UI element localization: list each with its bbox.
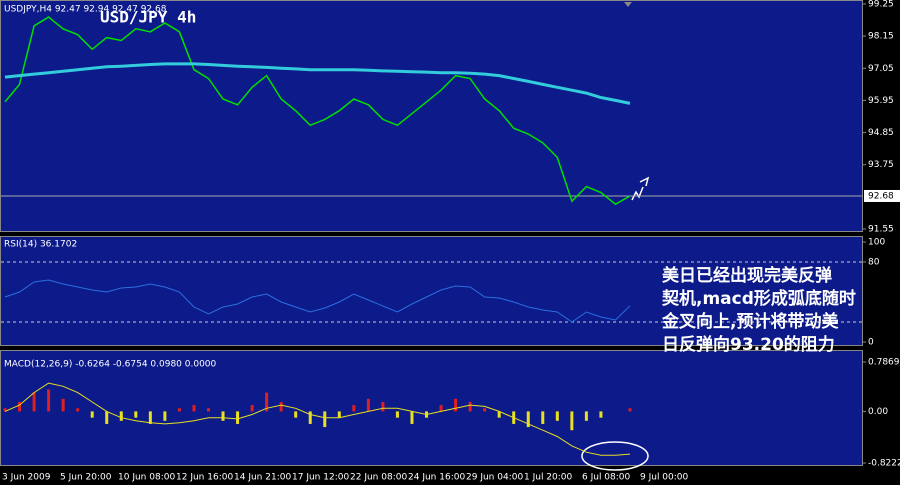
y-tick-label: 80 [868,258,880,268]
histogram-bar [206,408,210,412]
x-tick-label: 14 Jun 21:00 [234,473,291,483]
x-tick-label: 12 Jun 16:00 [176,473,233,483]
price-tag [864,189,900,202]
histogram-bar [294,411,298,418]
series-line [4,382,631,456]
y-tick-label: 95.95 [868,96,894,106]
y-tick-label: 0.00 [868,407,888,417]
histogram-bar [526,411,530,428]
histogram-bar [628,408,632,412]
y-tick-label: 100 [868,238,885,248]
current-price-label: 92.68 [868,191,894,201]
x-tick-label: 9 Jul 00:00 [640,473,689,483]
annotation: 契机,macd形成弧底随时 [661,288,856,309]
histogram-bar [18,401,22,412]
x-tick-label: 3 Jun 2009 [2,473,51,483]
x-tick-label: 10 Jun 08:00 [118,473,175,483]
histogram-bar [570,411,574,431]
histogram-bar [32,392,36,412]
pane-header: RSI(14) 36.1702 [4,240,77,250]
x-tick-label: 1 Jul 20:00 [524,473,573,483]
y-tick-label: 0.7869 [868,358,900,368]
x-tick-label: 5 Jun 20:00 [60,473,112,483]
histogram-bar [221,411,225,421]
histogram-bar [250,405,254,412]
x-tick-label: 29 Jun 04:00 [466,473,523,483]
histogram-bar [236,411,240,424]
y-tick-label: 98.15 [868,32,894,42]
histogram-bar [76,408,80,412]
annotation: 美日已经出现完美反弹 [662,265,832,286]
histogram-bar [352,405,356,412]
histogram-bar [584,411,588,421]
x-tick-label: 17 Jun 12:00 [292,473,349,483]
y-tick-label: -0.8222 [868,459,900,469]
y-tick-label: 91.55 [868,225,894,235]
histogram-bar [541,411,545,424]
histogram-bar [148,411,152,424]
histogram-bar [47,389,51,412]
histogram-bar [163,411,167,421]
histogram-bar [279,401,283,412]
histogram-bar [105,411,109,424]
histogram-bar [265,392,269,412]
histogram-bar [497,411,501,418]
x-tick-label: 22 Jun 08:00 [350,473,407,483]
histogram-bar [599,411,603,418]
histogram-bar [337,411,341,418]
x-tick-label: 24 Jun 16:00 [408,473,465,483]
y-tick-label: 93.75 [868,160,894,170]
x-tick-label: 6 Jul 08:00 [582,473,631,483]
price-pane [0,0,863,232]
histogram-bar [381,401,385,412]
series-line [4,62,631,105]
series-line [4,279,631,323]
rsi-pane [0,236,863,346]
y-tick-label: 97.05 [868,64,894,74]
histogram-bar [61,398,65,412]
histogram-bar [366,398,370,412]
histogram-bar [410,411,414,424]
histogram-bar [555,411,559,421]
histogram-bar [134,411,138,418]
histogram-bar [177,408,181,412]
histogram-bar [483,408,487,412]
y-tick-label: 94.85 [868,128,894,138]
chart-title: USD/JPY 4h [100,8,196,27]
highlight-ellipse [581,441,649,471]
y-tick-label: 0 [868,338,874,348]
histogram-bar [468,401,472,412]
histogram-bar [90,411,94,418]
histogram-bar [323,411,327,428]
histogram-bar [192,405,196,412]
histogram-bar [395,411,399,418]
histogram-bar [3,408,7,412]
histogram-bar [119,411,123,421]
y-tick-label: 99.25 [868,0,894,10]
pane-header: MACD(12,26,9) -0.6264 -0.6754 0.0980 0.0… [4,360,217,370]
histogram-bar [439,405,443,412]
pane-header: USDJPY,H4 92.47 92.94 92.47 92.68 [4,5,167,15]
histogram-bar [308,411,312,424]
annotation: 日反弹向93.20的阻力 [662,334,835,355]
histogram-bar [454,398,458,412]
shift-marker [624,2,632,7]
macd-pane [0,350,863,466]
annotation: 金叉向上,预计将带动美 [661,311,839,332]
series-line [4,16,631,206]
